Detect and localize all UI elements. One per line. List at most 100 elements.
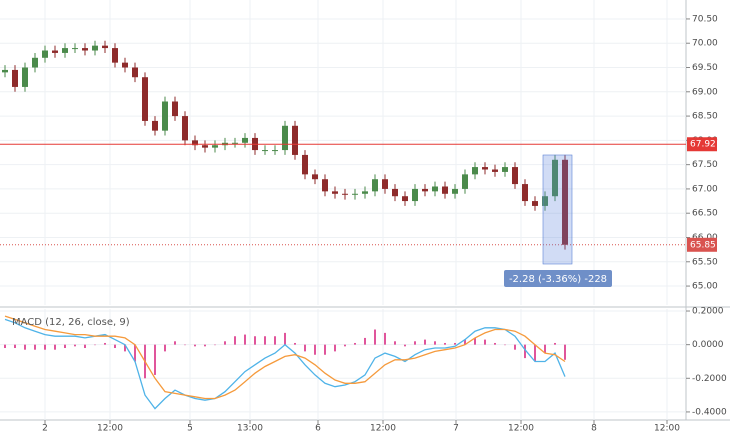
histogram-bar bbox=[394, 341, 396, 345]
histogram-bar bbox=[454, 342, 456, 345]
candle-body bbox=[52, 50, 58, 53]
x-tick-label: 12:00 bbox=[654, 424, 680, 434]
histogram-bar bbox=[124, 344, 126, 352]
x-tick-label: 5 bbox=[187, 424, 193, 434]
y-tick-label: -0.4000 bbox=[692, 407, 727, 417]
macd-line bbox=[4, 315, 566, 400]
candle-body bbox=[172, 101, 178, 117]
candle-body bbox=[372, 179, 378, 192]
candle-body bbox=[402, 196, 408, 202]
x-tick-label: 7 bbox=[453, 424, 459, 434]
histogram-bar bbox=[434, 341, 436, 345]
candle-body bbox=[282, 125, 288, 151]
histogram-bar bbox=[384, 332, 386, 345]
candle-body bbox=[302, 154, 308, 175]
candle-body bbox=[22, 67, 28, 87]
histogram-bar bbox=[84, 344, 86, 349]
histogram-bar bbox=[164, 344, 166, 352]
candle-body bbox=[72, 48, 78, 50]
x-tick-label: 8 bbox=[591, 424, 597, 434]
histogram-bar bbox=[74, 344, 76, 347]
candle-body bbox=[442, 186, 448, 194]
y-tick-label: 65.50 bbox=[692, 257, 718, 267]
histogram-bar bbox=[204, 344, 206, 347]
histogram-bar bbox=[244, 334, 246, 345]
histogram-bar bbox=[154, 344, 156, 375]
candle-body bbox=[362, 191, 368, 194]
price-label-box bbox=[687, 137, 717, 152]
histogram-bar bbox=[134, 344, 136, 362]
histogram-bar bbox=[104, 342, 106, 345]
candle-body bbox=[42, 50, 48, 58]
candle-body bbox=[182, 116, 188, 141]
candle-body bbox=[262, 150, 268, 152]
y-tick-label: 66.50 bbox=[692, 209, 718, 219]
candle-body bbox=[212, 145, 218, 148]
candle-body bbox=[422, 188, 428, 192]
candle-body bbox=[522, 184, 528, 202]
histogram-bar bbox=[4, 344, 6, 349]
candle-body bbox=[462, 174, 468, 189]
histogram-bar bbox=[304, 344, 306, 352]
candle-body bbox=[322, 179, 328, 192]
x-tick-label: 13:00 bbox=[237, 424, 263, 434]
histogram-bar bbox=[14, 344, 16, 349]
candle-body bbox=[412, 188, 418, 202]
histogram-bar bbox=[214, 344, 216, 346]
price-label: 65.85 bbox=[690, 240, 716, 250]
grid bbox=[0, 0, 686, 420]
candle-body bbox=[162, 101, 168, 131]
histogram-bar bbox=[494, 342, 496, 345]
candle-body bbox=[122, 62, 128, 68]
y-tick-label: 68.50 bbox=[692, 112, 718, 122]
candle-body bbox=[452, 188, 458, 194]
histogram-bar bbox=[34, 344, 36, 350]
y-tick-label: 69.50 bbox=[692, 63, 718, 73]
candle-body bbox=[562, 159, 568, 245]
histogram-bar bbox=[344, 344, 346, 347]
candle-body bbox=[382, 179, 388, 189]
y-tick-label: 70.00 bbox=[692, 39, 718, 49]
histogram-bar bbox=[444, 342, 446, 345]
candle-body bbox=[332, 191, 338, 194]
histogram-bar bbox=[264, 336, 266, 345]
y-tick-label: 65.00 bbox=[692, 282, 718, 292]
histogram-bar bbox=[194, 344, 196, 347]
y-tick-label: -0.2000 bbox=[692, 374, 727, 384]
candle-body bbox=[542, 196, 548, 206]
histogram-bar bbox=[314, 344, 316, 355]
histogram-bar bbox=[414, 341, 416, 345]
histogram-bar bbox=[554, 342, 556, 345]
candle-body bbox=[352, 193, 358, 195]
histogram-bar bbox=[64, 344, 66, 349]
price-label: 67.92 bbox=[690, 140, 716, 150]
candle-body bbox=[2, 69, 8, 73]
histogram-bar bbox=[224, 341, 226, 345]
candle-body bbox=[532, 201, 538, 206]
candle-body bbox=[12, 69, 18, 87]
histogram-bar bbox=[364, 337, 366, 345]
histogram-bar bbox=[284, 332, 286, 345]
y-tick-label: 0.0000 bbox=[692, 340, 724, 350]
histogram-bar bbox=[514, 344, 516, 350]
x-tick-label: 12:00 bbox=[370, 424, 396, 434]
candle-body bbox=[432, 186, 438, 192]
price-label-box bbox=[687, 237, 717, 252]
candle-body bbox=[312, 174, 318, 180]
measure-label-box bbox=[504, 270, 612, 287]
candle-body bbox=[32, 57, 38, 68]
candle-body bbox=[392, 188, 398, 197]
candle-body bbox=[342, 193, 348, 195]
histogram-bar bbox=[334, 344, 336, 352]
candle-body bbox=[62, 48, 68, 53]
histogram-bar bbox=[44, 344, 46, 350]
y-tick-label: 67.50 bbox=[692, 160, 718, 170]
y-tick-label: 69.00 bbox=[692, 87, 718, 97]
candle-body bbox=[512, 167, 518, 185]
histogram-bar bbox=[94, 344, 96, 346]
measure-label: -2.28 (-3.36%) -228 bbox=[509, 274, 607, 285]
candle-body bbox=[152, 120, 158, 131]
histogram-bar bbox=[374, 329, 376, 345]
x-tick-label: 6 bbox=[315, 424, 321, 434]
